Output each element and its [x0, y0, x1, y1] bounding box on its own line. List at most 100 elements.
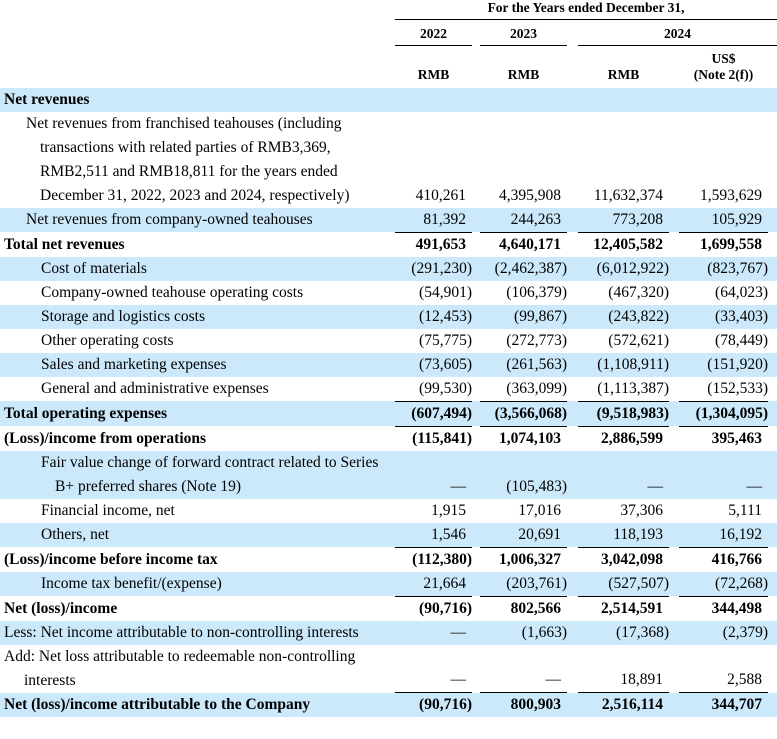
row-label-cell: (Loss)/income from operations [0, 426, 387, 451]
column-gap [387, 499, 395, 523]
cell-value: 416,766 [711, 550, 762, 568]
column-gap [387, 232, 395, 257]
table-row: Others, net 1,546 20,691 118,193 16,192 [0, 522, 777, 548]
column-gap [768, 257, 777, 281]
cell-value: 17,016 [518, 501, 561, 519]
row-label: Net revenues from franchised teahouses (… [26, 114, 350, 204]
cell-value: 16,192 [679, 522, 768, 548]
column-gap [768, 232, 777, 257]
column-gap [567, 353, 578, 377]
column-gap [387, 426, 395, 451]
cell-value: 2,516,114 [601, 696, 663, 713]
column-gap [472, 426, 480, 451]
column-gap [387, 401, 395, 426]
column-gap [387, 305, 395, 329]
column-gap [768, 88, 777, 112]
cell-value: (272,773) [506, 331, 567, 349]
table-row: Financial income, net 1,915 17,016 37,306 5,… [0, 499, 777, 523]
header-title: For the Years ended December 31, [395, 0, 777, 20]
header-rmb-2023: RMB [507, 66, 540, 82]
column-gap [567, 46, 578, 88]
column-gap [669, 353, 679, 377]
column-gap [567, 112, 578, 208]
row-label-cell: Fair value change of forward contract re… [0, 451, 387, 499]
column-gap [669, 88, 679, 112]
column-gap [472, 451, 480, 499]
row-label-cell: Other operating costs [0, 329, 387, 353]
cell-value: (9,518,983) [578, 401, 669, 427]
row-label-cell: Income tax benefit/(expense) [0, 572, 387, 597]
cell-value: (99,530) [395, 376, 472, 402]
row-label-cell: Net revenues from company-owned teahouse… [0, 208, 387, 233]
cell-value: 81,392 [395, 207, 472, 233]
cell-value [679, 88, 768, 112]
row-label-cell: General and administrative expenses [0, 377, 387, 402]
cell-value: (12,453) [419, 307, 472, 325]
column-gap [387, 596, 395, 621]
table-row: Storage and logistics costs (12,453) (99,8… [0, 304, 777, 329]
table-row: (Loss)/income before income tax (112,380)… [0, 547, 777, 572]
column-gap [768, 596, 777, 621]
cell-value: (261,563) [506, 355, 567, 373]
cell-value: 1,006,327 [499, 550, 561, 568]
table-row: (Loss)/income from operations (115,841) 1,… [0, 426, 777, 451]
cell-value: 1,699,558 [700, 235, 762, 253]
cell-value: 1,546 [395, 522, 472, 548]
cell-value: — [450, 477, 467, 495]
row-label: Sales and marketing expenses [41, 355, 227, 373]
column-gap [387, 46, 395, 88]
column-gap [669, 281, 679, 305]
row-label-cell: Net (loss)/income attributable to the Co… [0, 693, 387, 718]
row-label: Cost of materials [41, 259, 147, 277]
row-label-cell: Total operating expenses [0, 401, 387, 426]
column-gap [387, 281, 395, 305]
column-gap [387, 523, 395, 548]
row-label-cell: Others, net [0, 523, 387, 548]
cell-value: 21,664 [395, 571, 472, 597]
header-usd: US$ (Note 2(f)) [679, 46, 768, 88]
row-label-cell: Add: Net loss attributable to redeemable… [0, 645, 387, 693]
row-label: Less: Net income attributable to non-con… [4, 623, 359, 641]
cell-value: (115,841) [412, 429, 472, 447]
column-gap [472, 88, 480, 112]
table-row: Income tax benefit/(expense) 21,664 (203,7… [0, 571, 777, 597]
table-row: Other operating costs (75,775) (272,773) (5… [0, 329, 777, 353]
row-label: Financial income, net [41, 501, 175, 519]
cell-value: (99,867) [514, 307, 567, 325]
column-gap [387, 257, 395, 281]
column-gap [669, 232, 679, 257]
row-label: Net (loss)/income [4, 599, 118, 617]
row-label-cell: Net revenues from franchised teahouses (… [0, 112, 387, 208]
cell-value: (243,822) [608, 307, 669, 325]
row-label: Total net revenues [4, 235, 125, 253]
cell-value: (152,533) [679, 376, 768, 402]
row-label-cell: Company-owned teahouse operating costs [0, 281, 387, 305]
row-label-cell: Net revenues [0, 88, 387, 112]
column-gap [669, 112, 679, 208]
column-gap [567, 208, 578, 233]
header-currency-row: RMB RMB RMB US$ (Note 2(f)) [0, 46, 777, 88]
column-gap [669, 693, 679, 718]
column-gap [472, 523, 480, 548]
column-gap [669, 621, 679, 645]
column-gap [472, 46, 480, 88]
column-gap [567, 645, 578, 693]
cell-value: (527,507) [578, 571, 669, 597]
cell-value: (1,108,911) [597, 355, 669, 373]
column-gap [387, 88, 395, 112]
column-gap [567, 232, 578, 257]
column-gap [472, 693, 480, 718]
column-gap [669, 401, 679, 426]
column-gap [472, 257, 480, 281]
row-label: General and administrative expenses [41, 380, 269, 397]
column-gap [669, 596, 679, 621]
column-gap [669, 499, 679, 523]
column-gap [472, 499, 480, 523]
cell-value: 1,915 [431, 501, 466, 519]
table-row: Net revenues from company-owned teahouse… [0, 207, 777, 233]
cell-value [480, 88, 567, 112]
column-gap [768, 353, 777, 377]
cell-value: 105,929 [679, 207, 768, 233]
table-row: Total operating expenses (607,494) (3,566,… [0, 401, 777, 427]
row-label-cell: Less: Net income attributable to non-con… [0, 621, 387, 645]
